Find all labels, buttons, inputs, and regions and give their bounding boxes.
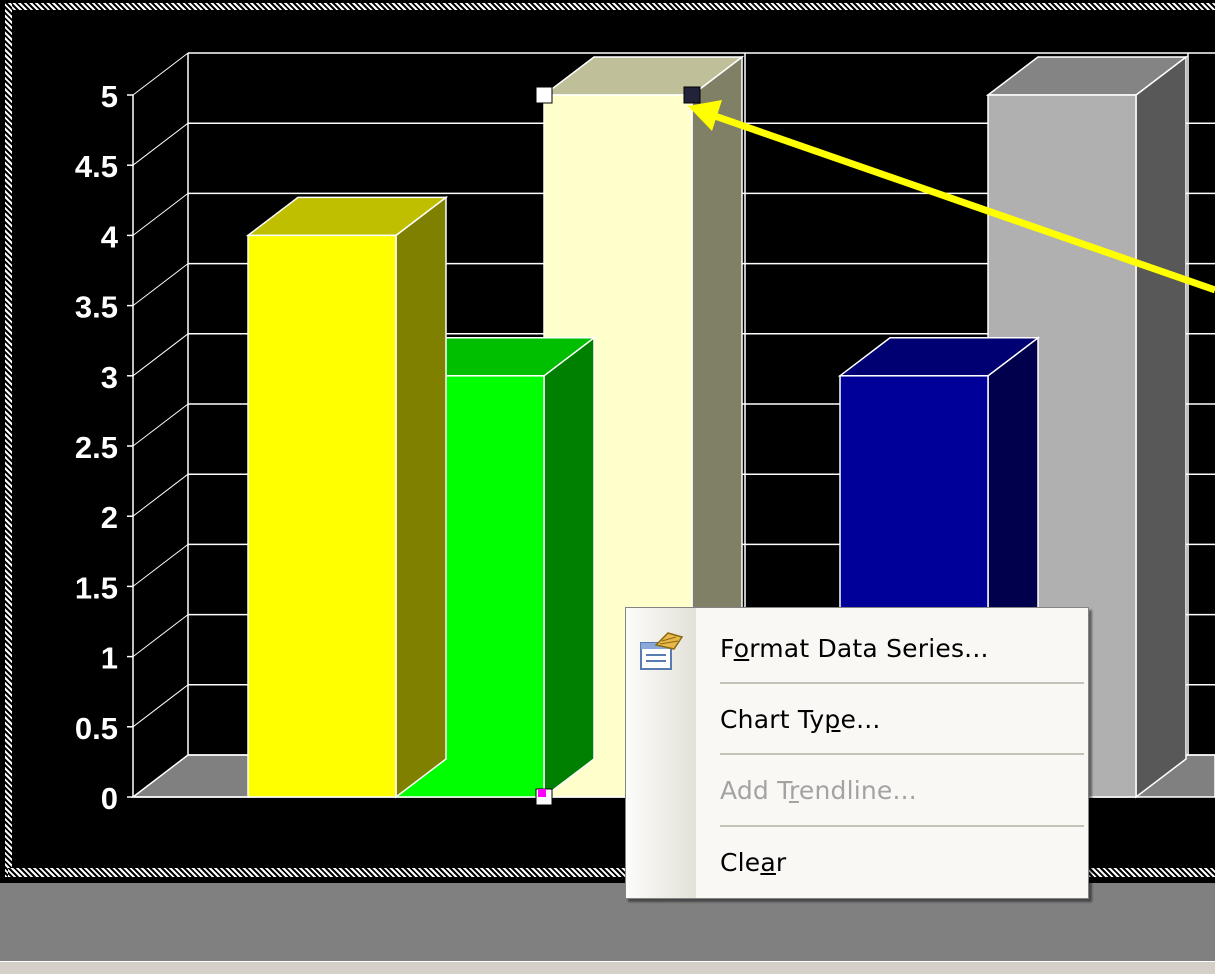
- menu-label-chart-type: Chart Type...: [720, 704, 881, 734]
- gridline-side: [132, 614, 189, 657]
- menu-item-format-data-series[interactable]: Format Data Series...: [626, 613, 1088, 683]
- y-tick-label: 4.5: [75, 149, 118, 184]
- chart-selection-border-top[interactable]: [8, 3, 1215, 10]
- y-tick-label: 3.5: [75, 290, 118, 325]
- menu-item-chart-type[interactable]: Chart Type...: [626, 684, 1088, 754]
- y-tick-label: 1.5: [75, 570, 118, 605]
- menu-item-add-trendline: Add Trendline...: [626, 755, 1088, 825]
- gridline-side: [132, 403, 189, 447]
- y-tick-label: 2.5: [75, 430, 118, 465]
- status-strip: [0, 961, 1215, 974]
- menu-label-add-trendline: Add Trendline...: [720, 775, 917, 805]
- menu-separator: [720, 682, 1084, 684]
- gridline-side: [132, 754, 189, 798]
- y-tick-label: 2: [101, 500, 118, 535]
- menu-label-format-data-series: Format Data Series...: [720, 633, 989, 663]
- bar-side[interactable]: [543, 336, 595, 799]
- menu-item-clear[interactable]: Clear: [626, 827, 1088, 897]
- gridline-side: [132, 52, 189, 96]
- chart-selection-border-bottom[interactable]: [8, 868, 1215, 877]
- y-tick-label: 1: [101, 641, 118, 676]
- bar[interactable]: [247, 234, 397, 798]
- gridline-side: [132, 544, 189, 587]
- gridline-side: [132, 333, 189, 377]
- bar-side[interactable]: [1135, 55, 1187, 799]
- bar-side[interactable]: [395, 195, 447, 799]
- gridline-side: [132, 684, 189, 728]
- context-menu: Format Data Series... Chart Type... Add …: [625, 607, 1089, 899]
- menu-label-clear: Clear: [720, 847, 787, 877]
- menu-separator: [720, 753, 1084, 755]
- chart-area[interactable]: 0 0.5 1 1.5 2 2.5 3 3.5 4 4.5 5: [0, 0, 1215, 883]
- y-tick-label: 4: [101, 219, 119, 254]
- gridline-side: [132, 193, 189, 236]
- pointer-arrow-line: [710, 111, 1215, 294]
- gridline-side: [132, 473, 189, 517]
- y-tick-label: 5: [101, 79, 118, 114]
- chart-selection-border-left[interactable]: [5, 3, 12, 877]
- y-tick-label: 3: [101, 360, 118, 395]
- pointer-arrow-head: [688, 100, 722, 131]
- y-tick-label: 0: [101, 781, 118, 816]
- selection-handle-marker: [538, 789, 546, 797]
- format-data-series-icon: [640, 632, 684, 670]
- gridline-side: [132, 263, 189, 306]
- selection-handle[interactable]: [683, 86, 701, 104]
- menu-separator: [720, 825, 1084, 827]
- gridline-side: [132, 122, 189, 166]
- y-tick-label: 0.5: [75, 711, 118, 746]
- selection-handle[interactable]: [535, 86, 553, 104]
